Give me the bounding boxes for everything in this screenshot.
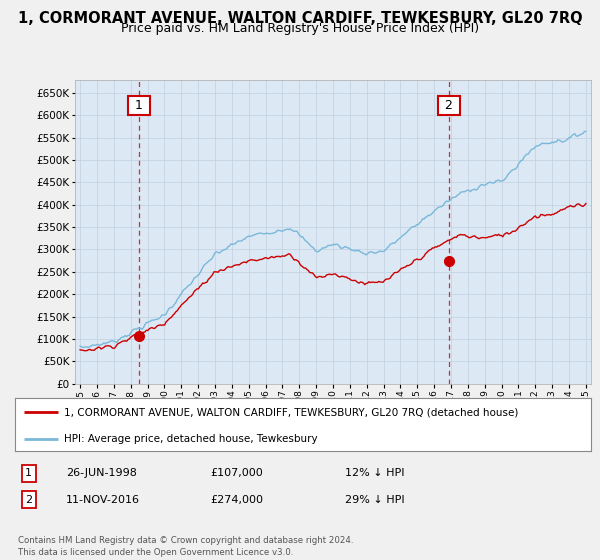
Text: 2: 2	[441, 99, 457, 113]
Text: Contains HM Land Registry data © Crown copyright and database right 2024.
This d: Contains HM Land Registry data © Crown c…	[18, 536, 353, 557]
Text: 1, CORMORANT AVENUE, WALTON CARDIFF, TEWKESBURY, GL20 7RQ (detached house): 1, CORMORANT AVENUE, WALTON CARDIFF, TEW…	[64, 408, 518, 418]
Text: 11-NOV-2016: 11-NOV-2016	[66, 494, 140, 505]
Text: 1: 1	[131, 99, 146, 113]
Text: £274,000: £274,000	[210, 494, 263, 505]
Text: 1, CORMORANT AVENUE, WALTON CARDIFF, TEWKESBURY, GL20 7RQ: 1, CORMORANT AVENUE, WALTON CARDIFF, TEW…	[17, 11, 583, 26]
Text: 26-JUN-1998: 26-JUN-1998	[66, 468, 137, 478]
Text: 2: 2	[25, 494, 32, 505]
Text: HPI: Average price, detached house, Tewkesbury: HPI: Average price, detached house, Tewk…	[64, 434, 317, 444]
Text: 1: 1	[25, 468, 32, 478]
Text: £107,000: £107,000	[210, 468, 263, 478]
Text: Price paid vs. HM Land Registry's House Price Index (HPI): Price paid vs. HM Land Registry's House …	[121, 22, 479, 35]
Text: 12% ↓ HPI: 12% ↓ HPI	[345, 468, 404, 478]
Text: 29% ↓ HPI: 29% ↓ HPI	[345, 494, 404, 505]
